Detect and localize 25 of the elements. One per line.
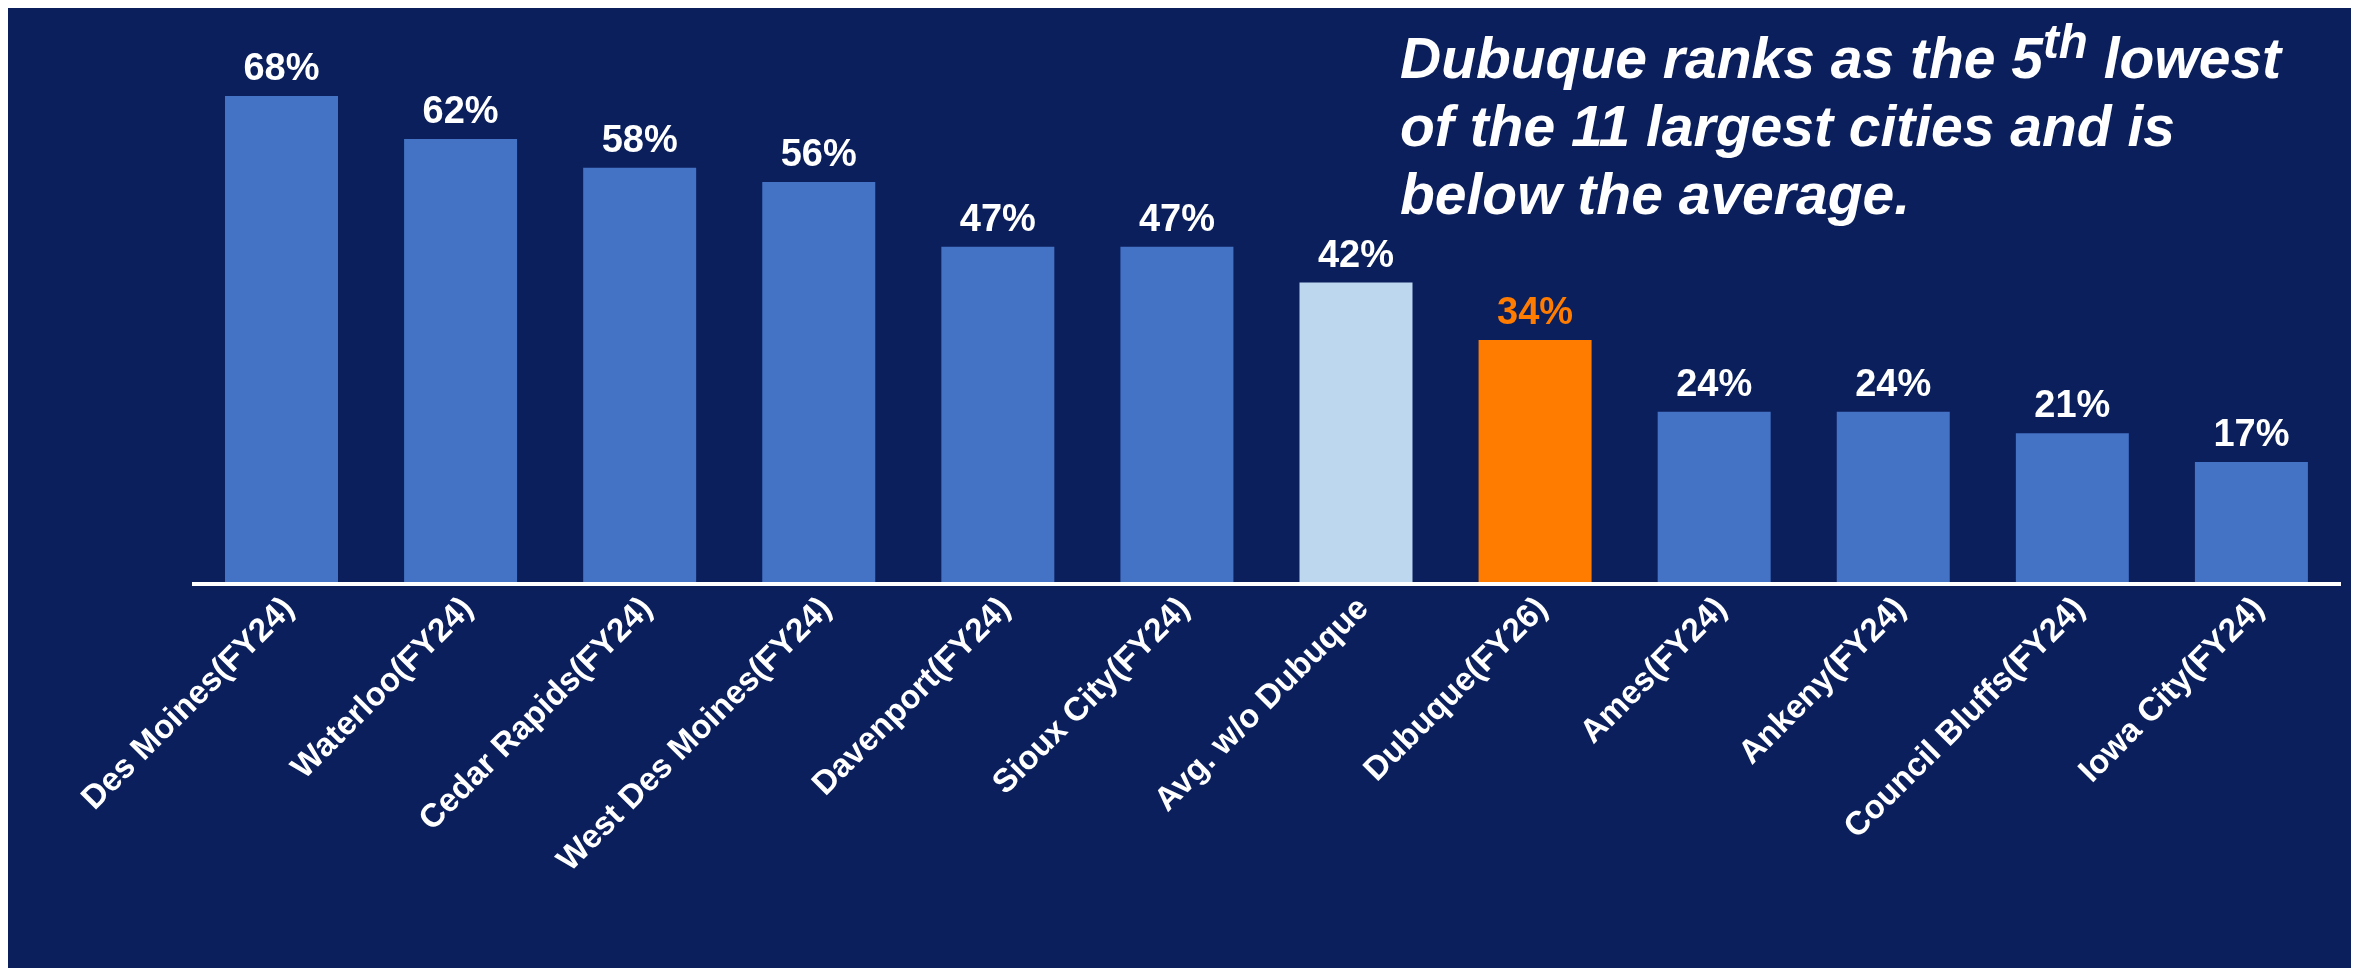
bar	[2015, 433, 2129, 584]
bar	[762, 182, 876, 584]
data-label: 24%	[1676, 361, 1753, 404]
data-label: 42%	[1317, 232, 1395, 275]
bar	[1657, 411, 1771, 584]
bar	[1836, 411, 1950, 584]
data-label: 21%	[2034, 383, 2111, 426]
data-label: 17%	[2213, 412, 2290, 454]
bar	[2194, 462, 2308, 584]
bar	[1120, 246, 1234, 584]
bar	[941, 246, 1055, 584]
annotation: Dubuque ranks as the 5$^{th}$ lowest of the 11 largest cities and is below the average.	[1400, 14, 2284, 228]
data-label: 56%	[780, 132, 857, 175]
bar	[225, 96, 338, 584]
data-label: 47%	[1138, 196, 1215, 239]
data-label: 62%	[422, 89, 499, 132]
bar	[404, 139, 518, 584]
bar	[583, 167, 697, 584]
data-label: 24%	[1855, 361, 1932, 404]
data-label: 58%	[601, 117, 678, 160]
data-label: 68%	[243, 46, 320, 88]
bar	[1478, 340, 1592, 584]
bar	[1299, 282, 1413, 584]
data-label: 47%	[959, 196, 1036, 239]
data-label: 34%	[1497, 290, 1574, 332]
